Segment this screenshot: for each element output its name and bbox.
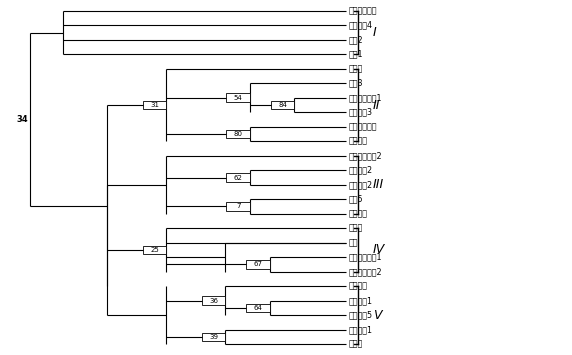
FancyBboxPatch shape: [227, 173, 250, 182]
Text: 早红宝石2: 早红宝石2: [348, 166, 372, 175]
FancyBboxPatch shape: [246, 260, 270, 269]
Text: 中国樱艮4: 中国樱艮4: [348, 21, 372, 30]
Text: 朱红2: 朱红2: [348, 35, 363, 44]
Text: 36: 36: [209, 298, 218, 304]
Text: 朱红3: 朱红3: [348, 79, 363, 88]
Text: 大底嘴: 大底嘴: [348, 224, 363, 233]
Text: 乌皮樱艮: 乌皮樱艮: [348, 282, 367, 291]
FancyBboxPatch shape: [227, 93, 250, 102]
FancyBboxPatch shape: [227, 130, 250, 138]
Text: 朱砂红: 朱砂红: [348, 64, 363, 73]
Text: 新南地方品种2: 新南地方品种2: [348, 151, 382, 160]
Text: 64: 64: [253, 305, 263, 311]
Text: 储新樱艮: 储新樱艮: [348, 137, 367, 146]
Text: 新疆樱: 新疆樱: [348, 340, 363, 349]
FancyBboxPatch shape: [143, 101, 166, 109]
FancyBboxPatch shape: [143, 246, 166, 254]
Text: 新疆地方品种: 新疆地方品种: [348, 122, 377, 131]
Text: IV: IV: [373, 244, 386, 256]
Text: 龙泉地方品种2: 龙泉地方品种2: [348, 267, 382, 276]
Text: 早红宝石1: 早红宝石1: [348, 325, 372, 334]
Text: 中国樱艮2: 中国樱艮2: [348, 180, 372, 189]
Text: 67: 67: [253, 262, 263, 267]
FancyBboxPatch shape: [227, 202, 250, 211]
Text: 高盘樱艮: 高盘樱艮: [348, 209, 367, 218]
Text: 25: 25: [150, 247, 159, 253]
FancyBboxPatch shape: [271, 101, 294, 109]
Text: 34: 34: [16, 115, 27, 124]
Text: II: II: [373, 99, 380, 111]
Text: 84: 84: [278, 102, 287, 108]
Text: 新南地方品切1: 新南地方品切1: [348, 93, 382, 102]
Text: 中国樱艮3: 中国樱艮3: [348, 108, 372, 117]
Text: 山樱: 山樱: [348, 238, 358, 247]
Text: 62: 62: [234, 175, 243, 180]
Text: 中国樱艮1: 中国樱艮1: [348, 296, 372, 305]
Text: 龙泉地方品切1: 龙泉地方品切1: [348, 253, 382, 262]
Text: I: I: [373, 26, 377, 39]
FancyBboxPatch shape: [202, 296, 225, 305]
Text: 中国樱艮5: 中国樱艮5: [348, 311, 372, 320]
Text: V: V: [373, 309, 382, 322]
Text: 7: 7: [236, 203, 240, 209]
Text: 31: 31: [150, 102, 159, 108]
Text: 朱红5: 朱红5: [348, 195, 363, 204]
Text: III: III: [373, 178, 384, 191]
Text: 朱红1: 朱红1: [348, 50, 363, 59]
Text: 39: 39: [209, 334, 218, 340]
FancyBboxPatch shape: [202, 333, 225, 341]
FancyBboxPatch shape: [246, 304, 270, 312]
Text: 54: 54: [234, 95, 243, 101]
Text: 植原本地品种: 植原本地品种: [348, 6, 377, 15]
Text: 80: 80: [234, 131, 243, 137]
